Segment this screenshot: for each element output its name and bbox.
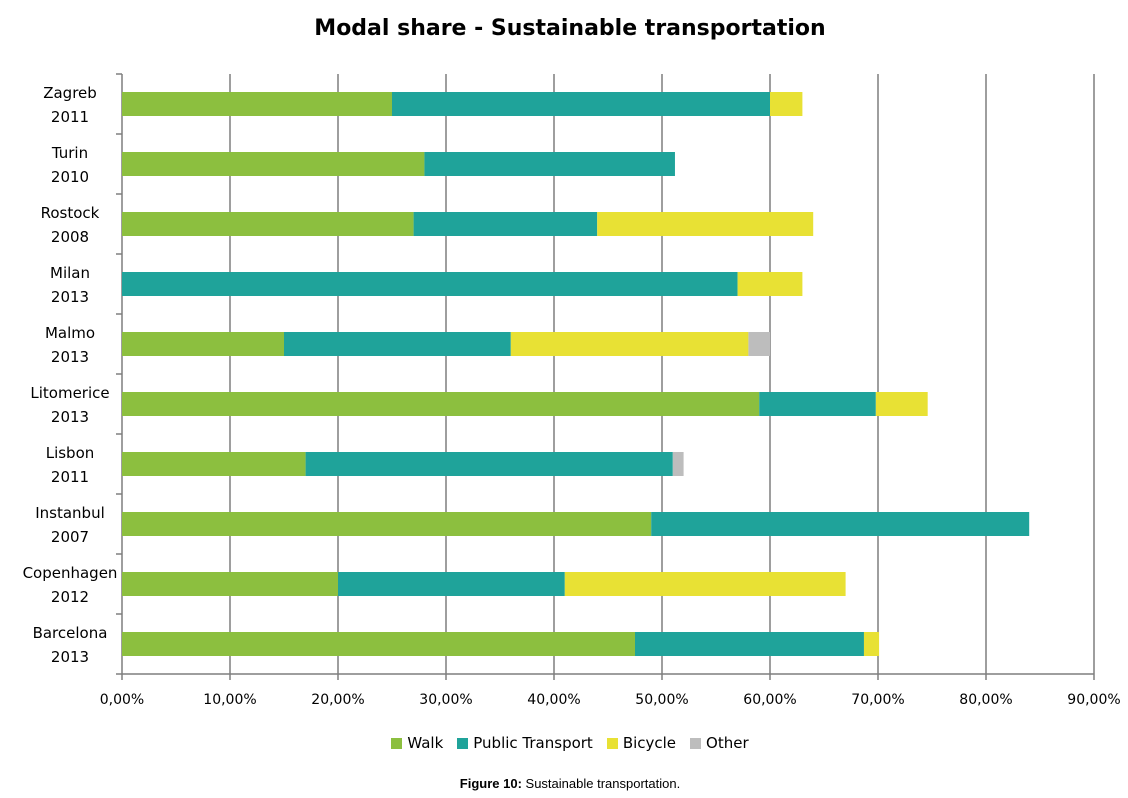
legend-item: Other <box>690 734 749 752</box>
bar-segment <box>651 512 1030 536</box>
bar-segment <box>122 212 414 236</box>
x-tick-label: 0,00% <box>100 692 144 708</box>
legend-label: Walk <box>407 734 444 752</box>
category-label: 2012 <box>51 588 89 606</box>
x-tick-label: 50,00% <box>635 692 688 708</box>
bar-segment <box>122 152 425 176</box>
category-label: 2011 <box>51 108 89 126</box>
legend-label: Bicycle <box>622 734 677 752</box>
bar-segment <box>759 392 876 416</box>
x-tick-label: 20,00% <box>311 692 364 708</box>
bar-segment <box>413 212 598 236</box>
caption-label: Figure 10: <box>459 776 522 791</box>
category-label: 2011 <box>51 468 89 486</box>
legend-swatch <box>457 737 469 749</box>
bar-segment <box>635 632 864 656</box>
category-label: Zagreb <box>43 84 97 102</box>
category-label: 2013 <box>51 648 89 666</box>
category-label: Lisbon <box>46 444 95 462</box>
bar-segment <box>875 392 928 416</box>
category-label: Malmo <box>45 324 95 342</box>
bar-segment <box>305 452 673 476</box>
bar-segment <box>770 92 803 116</box>
bar-segment <box>424 152 675 176</box>
category-label: 2007 <box>51 528 89 546</box>
x-tick-label: 60,00% <box>743 692 796 708</box>
category-label: 2013 <box>51 408 89 426</box>
caption-text: Sustainable transportation. <box>521 776 681 791</box>
bar-segment <box>122 572 338 596</box>
bar-segment <box>510 332 749 356</box>
category-label: Turin <box>51 144 88 162</box>
bar-segment <box>122 632 635 656</box>
chart-title: Modal share - Sustainable transportation <box>314 16 826 41</box>
category-label: 2013 <box>51 288 89 306</box>
bar-segment <box>392 92 770 116</box>
legend-swatch <box>606 737 618 749</box>
bar-segment <box>863 632 880 656</box>
category-label: Rostock <box>41 204 100 222</box>
bar-segment <box>737 272 803 296</box>
legend-swatch <box>391 737 403 749</box>
bar-segment <box>597 212 814 236</box>
category-label: Instanbul <box>35 504 105 522</box>
figure-caption: Figure 10: Sustainable transportation. <box>0 776 1128 791</box>
category-label: 2013 <box>51 348 89 366</box>
x-tick-label: 70,00% <box>851 692 904 708</box>
x-tick-label: 90,00% <box>1067 692 1120 708</box>
bar-segment <box>338 572 565 596</box>
category-label: 2010 <box>51 168 89 186</box>
legend-item: Bicycle <box>606 734 677 752</box>
legend-label: Other <box>706 734 749 752</box>
legend-item: Public Transport <box>457 734 593 752</box>
category-label: 2008 <box>51 228 89 246</box>
category-label: Milan <box>50 264 90 282</box>
bar-segment <box>564 572 846 596</box>
legend: Walk Public Transport Bicycle Other <box>0 734 1128 752</box>
bar-segment <box>672 452 684 476</box>
x-tick-label: 10,00% <box>203 692 256 708</box>
legend-item: Walk <box>391 734 443 752</box>
bar-segment <box>122 332 284 356</box>
chart-plot: 0,00% 10,00% 20,00% 30,00% 40,00% 50,00% 60,00… <box>23 73 1121 708</box>
bar-segment <box>748 332 770 356</box>
bar-segment <box>122 272 738 296</box>
bar-segment <box>122 512 652 536</box>
category-label: Litomerice <box>30 384 109 402</box>
bar-segment <box>122 92 392 116</box>
bar-segment <box>122 452 306 476</box>
legend-label: Public Transport <box>473 734 593 752</box>
bar-segment <box>122 392 760 416</box>
legend-swatch <box>690 737 702 749</box>
x-tick-label: 80,00% <box>959 692 1012 708</box>
x-tick-label: 40,00% <box>527 692 580 708</box>
x-tick-label: 30,00% <box>419 692 472 708</box>
bar-segment <box>284 332 511 356</box>
category-label: Barcelona <box>33 624 108 642</box>
category-label: Copenhagen <box>23 564 118 582</box>
